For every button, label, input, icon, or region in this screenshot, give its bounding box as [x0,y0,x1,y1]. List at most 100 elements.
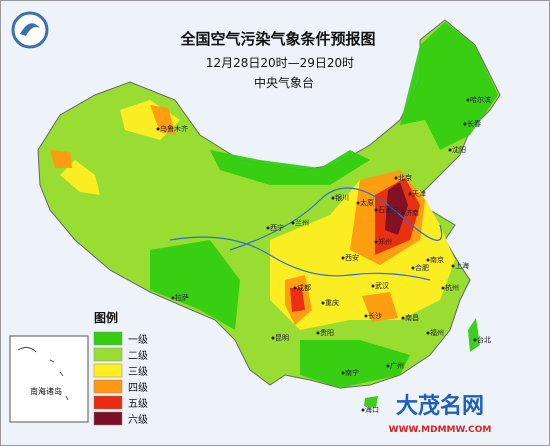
pollution-zone [364,396,378,408]
inset-box [9,335,89,423]
city-dot [386,364,390,368]
city-label: 杭州 [445,283,459,292]
logo-mark [20,23,40,36]
legend-swatch [93,363,123,378]
pollution-zone [210,150,370,185]
city-label: 太原 [360,198,374,207]
city-dot [394,176,398,180]
city-label: 沈阳 [452,145,466,154]
city-dot [426,258,430,262]
legend-label: 二级 [128,350,148,362]
city-dot [463,122,467,126]
legend-swatch [93,379,123,394]
city-dot [466,98,470,102]
legend-label: 五级 [128,398,148,410]
city-label: 长春 [467,119,481,128]
regions [37,19,501,408]
city-label: 郑州 [378,238,392,246]
legend-swatch [93,411,123,426]
pollution-zone [400,22,498,150]
inset-label: 南海诸岛 [30,386,62,396]
city-dot [361,408,365,412]
city-label: 西宁 [270,223,284,232]
city-dot [408,192,412,196]
city-dot [266,226,270,230]
legend-label: 三级 [128,366,148,378]
watermark-name: 大茂名网 [396,393,484,419]
city-dot [293,286,297,290]
city-label: 哈尔滨 [470,95,491,104]
title: 全国空气污染气象条件预报图 [179,30,375,48]
city-dot [321,301,325,305]
pollution-zone [150,240,240,330]
city-label: 广州 [390,361,404,370]
pollution-zone [60,160,100,195]
pollution-zone [150,105,176,135]
city-dot [341,371,345,375]
pollution-zone [50,150,72,168]
city-dot [401,316,405,320]
watermark-url: WWW.MDMMW.COM [389,425,492,435]
legend-swatch [93,331,123,346]
city-dot [411,266,415,270]
city-label: 重庆 [325,298,339,307]
city-label: 西安 [345,253,359,262]
city-dot [451,264,455,268]
city-label: 石家庄 [378,205,399,214]
city-label: 合肥 [415,263,429,272]
pollution-zone [362,292,398,322]
city-label: 上海 [455,261,469,270]
city-label: 海口 [365,405,379,414]
city-dot [271,336,275,340]
legend-label: 四级 [128,382,148,394]
legend-title: 图例 [94,310,118,325]
city-dot [364,314,368,318]
city-label: 济南 [405,208,419,217]
city-label: 贵阳 [320,328,334,337]
city-label: 福州 [430,328,444,337]
city-label: 北京 [398,173,412,182]
city-label: 南宁 [345,368,359,377]
city-dot [356,201,360,205]
city-label: 成都 [297,283,311,292]
city-label: 兰州 [295,218,309,227]
city-dot [401,211,405,215]
city-dot [448,148,452,152]
legend-label: 六级 [128,414,148,426]
city-label: 拉萨 [175,293,189,302]
city-dot [441,286,445,290]
city-label: 南昌 [405,313,419,322]
city-dot [371,284,375,288]
city-label: 南京 [430,255,444,264]
city-label: 台北 [477,335,491,344]
legend-swatch [93,347,123,362]
city-dot [156,127,160,131]
city-dot [426,331,430,335]
issuer: 中央气象台 [254,75,314,90]
city-dot [291,221,295,225]
city-label: 银川 [335,193,349,202]
pollution-zone [468,318,480,352]
inset-islands [17,346,69,401]
city-dot [316,331,320,335]
city-dot [341,256,345,260]
city-label: 武汉 [375,281,389,290]
city-dot [331,196,335,200]
city-dot [171,296,175,300]
legend-swatch [93,395,123,410]
pollution-zone [385,182,408,235]
city-label: 昆明 [275,334,289,342]
legend-label: 一级 [128,334,148,346]
pollution-zone [290,288,305,312]
pollution-zone [300,340,410,388]
city-label: 长沙 [368,311,382,320]
subtitle: 12月28日20时—29日20时 [206,56,354,70]
city-label: 乌鲁木齐 [160,124,188,133]
city-dot [374,240,378,244]
city-dot [374,208,378,212]
city-label: 天津 [412,190,426,198]
city-dot [473,338,477,342]
